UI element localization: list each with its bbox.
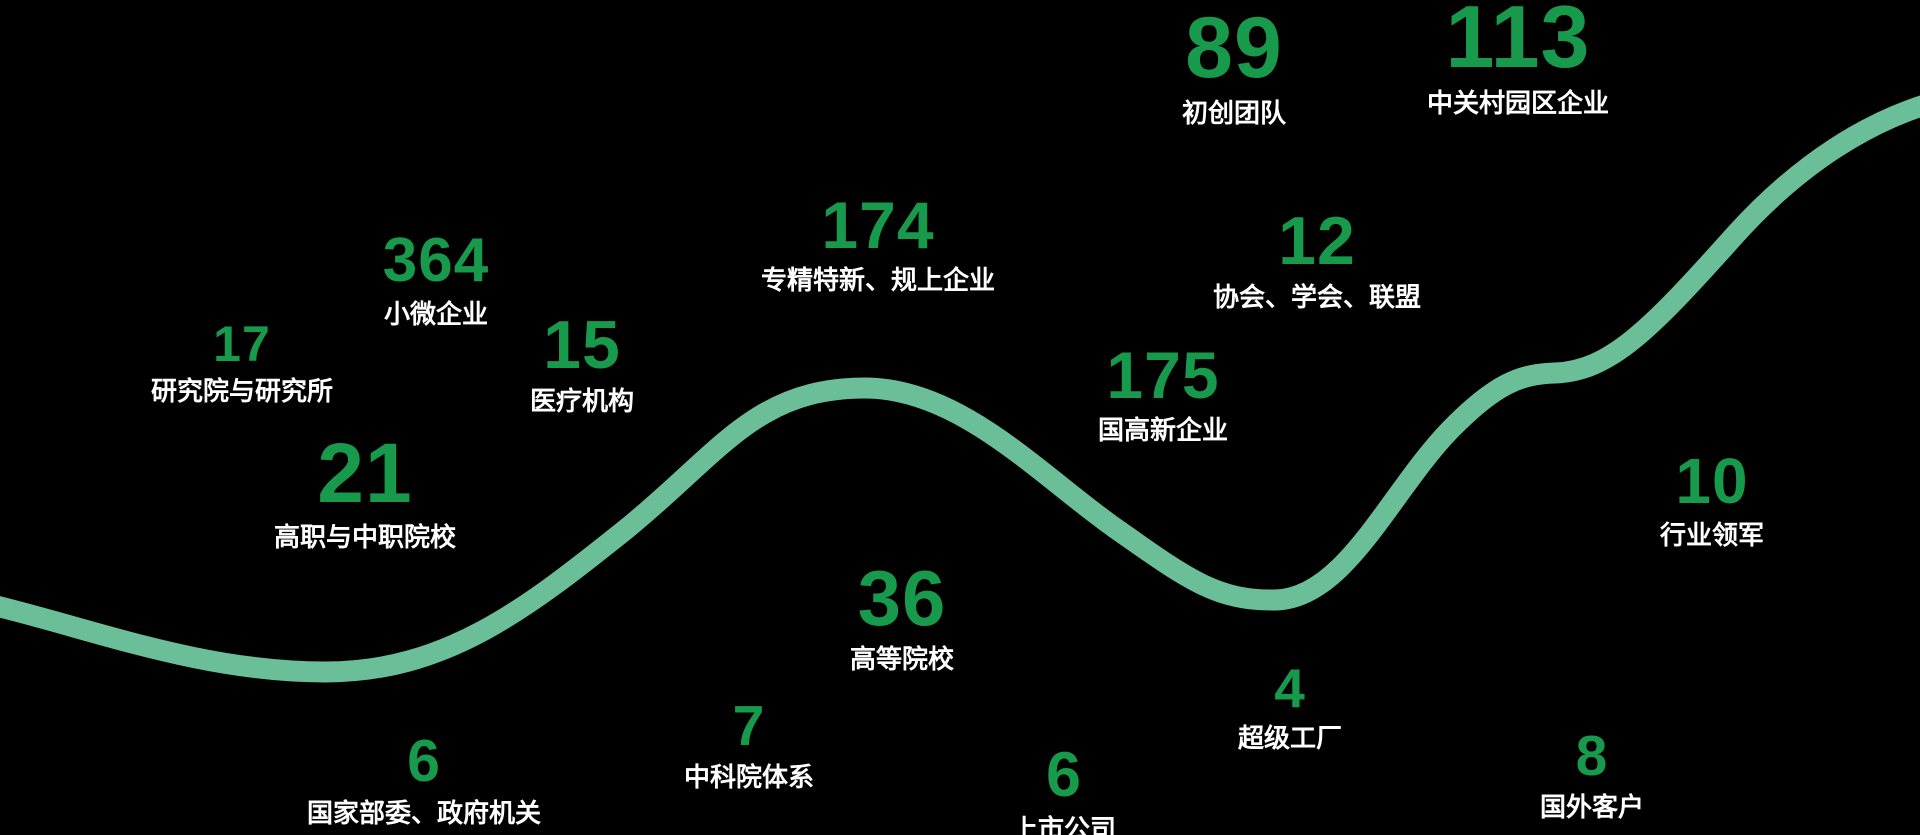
stat-national-hightech-enterprises-value: 175 [1106,338,1220,412]
stat-research-institutes-value: 17 [213,316,271,372]
stat-industry-leaders-label: 行业领军 [1659,520,1765,550]
stat-associations: 12 协会、学会、联盟 [1213,207,1421,313]
stat-higher-education: 36 高等院校 [850,559,954,675]
stat-medical-institutions: 15 医疗机构 [530,311,634,417]
stat-small-micro-enterprises: 364 小微企业 [383,230,489,330]
stat-foreign-clients-value: 8 [1575,724,1609,788]
stat-national-hightech-enterprises: 175 国高新企业 [1098,342,1228,446]
stat-vocational-colleges-label: 高职与中职院校 [273,522,457,552]
stat-research-institutes: 17 研究院与研究所 [151,319,333,407]
stat-industry-leaders-value: 10 [1675,445,1749,517]
stat-zhongguancun-park-enterprises: 113 中关村园区企业 [1427,0,1609,119]
stat-vocational-colleges: 21 高职与中职院校 [274,431,456,553]
stat-cas-system-value: 7 [732,694,766,758]
stat-startup-teams-label: 初创团队 [1181,98,1287,128]
stat-associations-value: 12 [1278,203,1356,279]
stat-startup-teams: 89 初创团队 [1182,5,1286,129]
stat-medical-institutions-value: 15 [543,307,621,383]
stat-listed-companies: 6 上市公司 [1012,744,1116,835]
stat-associations-label: 协会、学会、联盟 [1212,282,1422,312]
stat-cas-system: 7 中科院体系 [684,698,814,793]
stat-vocational-colleges-value: 21 [317,426,413,520]
stat-small-micro-enterprises-label: 小微企业 [383,299,489,329]
stat-national-hightech-enterprises-label: 国高新企业 [1097,415,1229,445]
stat-super-factories-label: 超级工厂 [1237,723,1343,753]
stat-medical-institutions-label: 医疗机构 [529,386,635,416]
stat-specialized-enterprises-value: 174 [821,188,935,262]
stat-super-factories-value: 4 [1274,657,1306,719]
stat-foreign-clients: 8 国外客户 [1540,728,1644,823]
stat-higher-education-value: 36 [857,554,947,642]
stat-higher-education-label: 高等院校 [849,644,955,674]
stat-industry-leaders: 10 行业领军 [1660,449,1764,551]
stat-small-micro-enterprises-value: 364 [382,226,490,295]
stat-zhongguancun-park-enterprises-label: 中关村园区企业 [1426,88,1610,118]
stat-startup-teams-value: 89 [1185,0,1283,96]
stat-government-agencies-value: 6 [407,728,441,794]
stat-listed-companies-label: 上市公司 [1011,814,1117,835]
stat-research-institutes-label: 研究院与研究所 [150,376,334,406]
stat-specialized-enterprises: 174 专精特新、规上企业 [761,192,995,296]
stat-zhongguancun-park-enterprises-value: 113 [1445,0,1591,86]
stat-specialized-enterprises-label: 专精特新、规上企业 [760,265,996,295]
stat-foreign-clients-label: 国外客户 [1539,792,1645,822]
stat-super-factories: 4 超级工厂 [1238,661,1342,754]
trend-curve-path [0,95,1920,683]
stat-cas-system-label: 中科院体系 [683,762,815,792]
stat-listed-companies-value: 6 [1045,740,1083,810]
stat-government-agencies: 6 国家部委、政府机关 [307,732,541,829]
stat-government-agencies-label: 国家部委、政府机关 [306,798,542,828]
